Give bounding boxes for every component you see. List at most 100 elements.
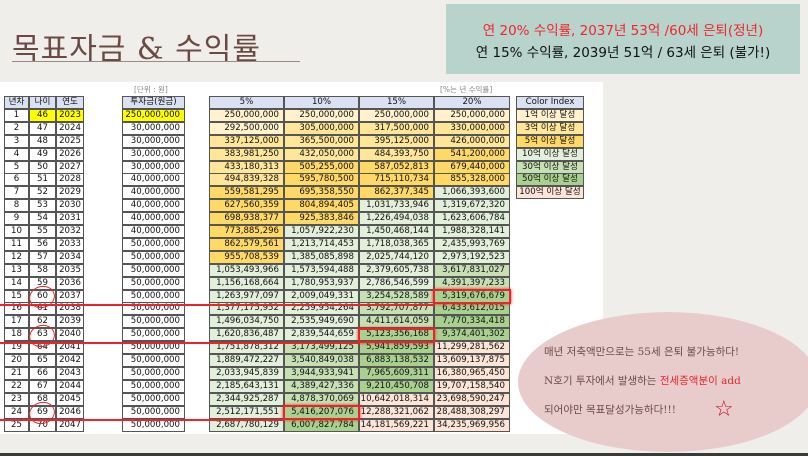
- table-cell[interactable]: 13,609,137,875: [434, 354, 510, 367]
- table-cell[interactable]: 64: [29, 341, 56, 355]
- table-cell[interactable]: 695,358,550: [284, 186, 359, 200]
- table-cell[interactable]: 1,718,038,365: [359, 237, 434, 251]
- table-cell[interactable]: 2025: [56, 134, 84, 148]
- table-cell[interactable]: 1,263,977,097: [209, 289, 284, 303]
- table-cell[interactable]: 317,500,000: [359, 121, 434, 135]
- table-cell[interactable]: 679,440,000: [434, 160, 510, 174]
- table-cell[interactable]: 541,200,000: [434, 147, 510, 161]
- table-cell[interactable]: 1,066,393,600: [434, 186, 510, 200]
- table-cell[interactable]: 6: [4, 173, 29, 187]
- table-cell[interactable]: 2032: [56, 225, 84, 238]
- table-cell[interactable]: 7,770,334,418: [434, 315, 510, 329]
- table-cell[interactable]: 250,000,000: [434, 108, 510, 122]
- table-cell[interactable]: 53: [29, 199, 56, 213]
- table-cell[interactable]: 69: [29, 405, 56, 419]
- table-cell[interactable]: 2,379,605,738: [359, 263, 434, 277]
- table-cell[interactable]: 2,839,544,659: [284, 328, 359, 342]
- table-cell[interactable]: 16,380,965,450: [434, 366, 510, 380]
- table-cell[interactable]: 21: [4, 366, 29, 380]
- table-cell[interactable]: 1,573,594,488: [284, 263, 359, 277]
- table-cell[interactable]: 862,377,345: [359, 186, 434, 200]
- table-cell[interactable]: 5,941,859,593: [359, 341, 434, 355]
- table-cell[interactable]: 2046: [56, 405, 84, 419]
- table-cell[interactable]: 50,000,000: [122, 379, 185, 393]
- table-cell[interactable]: 9: [4, 212, 29, 226]
- table-cell[interactable]: 46: [29, 108, 56, 122]
- table-cell[interactable]: 30,000,000: [122, 134, 185, 148]
- table-cell[interactable]: 62: [29, 315, 56, 329]
- table-cell[interactable]: 10: [4, 225, 29, 238]
- table-cell[interactable]: 250,000,000: [359, 108, 434, 122]
- table-cell[interactable]: 50,000,000: [122, 405, 185, 419]
- table-cell[interactable]: 52: [29, 186, 56, 200]
- table-cell[interactable]: 7,965,609,311: [359, 366, 434, 380]
- table-cell[interactable]: 1,450,468,144: [359, 225, 434, 238]
- table-cell[interactable]: 595,780,500: [284, 173, 359, 187]
- table-cell[interactable]: 1,988,328,141: [434, 225, 510, 238]
- table-cell[interactable]: 1,623,606,784: [434, 212, 510, 226]
- table-cell[interactable]: 40,000,000: [122, 225, 185, 238]
- table-cell[interactable]: 50,000,000: [122, 328, 185, 342]
- table-cell[interactable]: 55: [29, 225, 56, 238]
- table-cell[interactable]: 40,000,000: [122, 212, 185, 226]
- table-cell[interactable]: 2034: [56, 250, 84, 264]
- table-cell[interactable]: 804,894,405: [284, 199, 359, 213]
- table-cell[interactable]: 250,000,000: [209, 108, 284, 122]
- table-cell[interactable]: 432,050,000: [284, 147, 359, 161]
- table-cell[interactable]: 49: [29, 147, 56, 161]
- table-cell[interactable]: 559,581,295: [209, 186, 284, 200]
- table-cell[interactable]: 2,009,049,331: [284, 289, 359, 303]
- table-cell[interactable]: 6,433,612,015: [434, 302, 510, 316]
- table-cell[interactable]: 1,751,878,312: [209, 341, 284, 355]
- table-cell[interactable]: 484,393,750: [359, 147, 434, 161]
- table-cell[interactable]: 855,328,000: [434, 173, 510, 187]
- table-cell[interactable]: 2,973,192,523: [434, 250, 510, 264]
- table-cell[interactable]: 1,377,175,952: [209, 302, 284, 316]
- table-cell[interactable]: 2029: [56, 186, 84, 200]
- table-cell[interactable]: 383,981,250: [209, 147, 284, 161]
- table-cell[interactable]: 4,878,370,069: [284, 392, 359, 406]
- table-cell[interactable]: 66: [29, 366, 56, 380]
- table-cell[interactable]: 68: [29, 392, 56, 406]
- table-cell[interactable]: 3,173,499,125: [284, 341, 359, 355]
- table-cell[interactable]: 426,000,000: [434, 134, 510, 148]
- table-cell[interactable]: 30,000,000: [122, 121, 185, 135]
- table-cell[interactable]: 2041: [56, 341, 84, 355]
- table-cell[interactable]: 862,579,561: [209, 237, 284, 251]
- table-cell[interactable]: 292,500,000: [209, 121, 284, 135]
- table-cell[interactable]: 330,000,000: [434, 121, 510, 135]
- table-cell[interactable]: 1,057,922,230: [284, 225, 359, 238]
- table-cell[interactable]: 40,000,000: [122, 186, 185, 200]
- table-cell[interactable]: 51: [29, 173, 56, 187]
- table-cell[interactable]: 63: [29, 328, 56, 342]
- table-cell[interactable]: 250,000,000: [284, 108, 359, 122]
- table-cell[interactable]: 395,125,000: [359, 134, 434, 148]
- table-cell[interactable]: 2043: [56, 366, 84, 380]
- table-cell[interactable]: 2,344,925,287: [209, 392, 284, 406]
- table-cell[interactable]: 4,391,397,233: [434, 276, 510, 290]
- table-cell[interactable]: 3,944,933,941: [284, 366, 359, 380]
- table-cell[interactable]: 2042: [56, 354, 84, 367]
- table-cell[interactable]: 4: [4, 147, 29, 161]
- table-cell[interactable]: 3: [4, 134, 29, 148]
- table-cell[interactable]: 12: [4, 250, 29, 264]
- table-cell[interactable]: 20: [4, 354, 29, 367]
- table-cell[interactable]: 1,053,493,966: [209, 263, 284, 277]
- table-cell[interactable]: 2: [4, 121, 29, 135]
- table-cell[interactable]: 6,007,827,784: [284, 418, 359, 432]
- table-cell[interactable]: 47: [29, 121, 56, 135]
- table-cell[interactable]: 1,385,085,898: [284, 250, 359, 264]
- table-cell[interactable]: 11,299,281,562: [434, 341, 510, 355]
- table-cell[interactable]: 2038: [56, 302, 84, 316]
- table-cell[interactable]: 10,642,018,314: [359, 392, 434, 406]
- table-cell[interactable]: 2027: [56, 160, 84, 174]
- table-cell[interactable]: 433,180,313: [209, 160, 284, 174]
- table-cell[interactable]: 50,000,000: [122, 315, 185, 329]
- table-cell[interactable]: 1,780,953,937: [284, 276, 359, 290]
- table-cell[interactable]: 587,052,813: [359, 160, 434, 174]
- table-cell[interactable]: 3,254,528,589: [359, 289, 434, 303]
- table-cell[interactable]: 2031: [56, 212, 84, 226]
- table-cell[interactable]: 57: [29, 250, 56, 264]
- table-cell[interactable]: 40,000,000: [122, 173, 185, 187]
- table-cell[interactable]: 2044: [56, 379, 84, 393]
